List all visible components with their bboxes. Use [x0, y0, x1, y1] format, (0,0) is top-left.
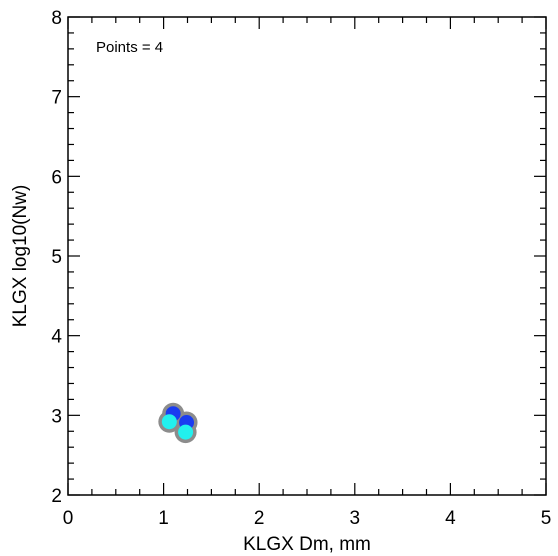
x-tick-label: 5 [541, 508, 552, 529]
y-tick-label: 3 [51, 406, 62, 427]
x-tick-label: 0 [63, 508, 74, 529]
x-tick-label: 4 [445, 508, 456, 529]
points-count-annotation: Points = 4 [96, 39, 163, 56]
x-tick-label: 1 [158, 508, 169, 529]
y-tick-label: 5 [51, 247, 62, 268]
data-points [158, 402, 198, 444]
x-tick-label: 2 [254, 508, 265, 529]
data-point [178, 424, 194, 440]
y-tick-label: 4 [51, 327, 62, 348]
y-tick-label: 2 [51, 486, 62, 507]
y-tick-label: 8 [51, 8, 62, 29]
x-tick-labels: 0 1 2 3 4 5 [63, 508, 552, 529]
plot-frame [67, 16, 547, 496]
y-tick-label: 6 [51, 167, 62, 188]
y-tick-labels: 2 3 4 5 6 7 8 [51, 8, 62, 507]
y-tick-label: 7 [51, 88, 62, 109]
axis-ticks [67, 16, 547, 496]
x-tick-label: 3 [350, 508, 361, 529]
y-axis-label: KLGX log10(Nw) [10, 185, 31, 328]
data-point [161, 414, 177, 430]
x-axis-label: KLGX Dm, mm [243, 534, 371, 555]
